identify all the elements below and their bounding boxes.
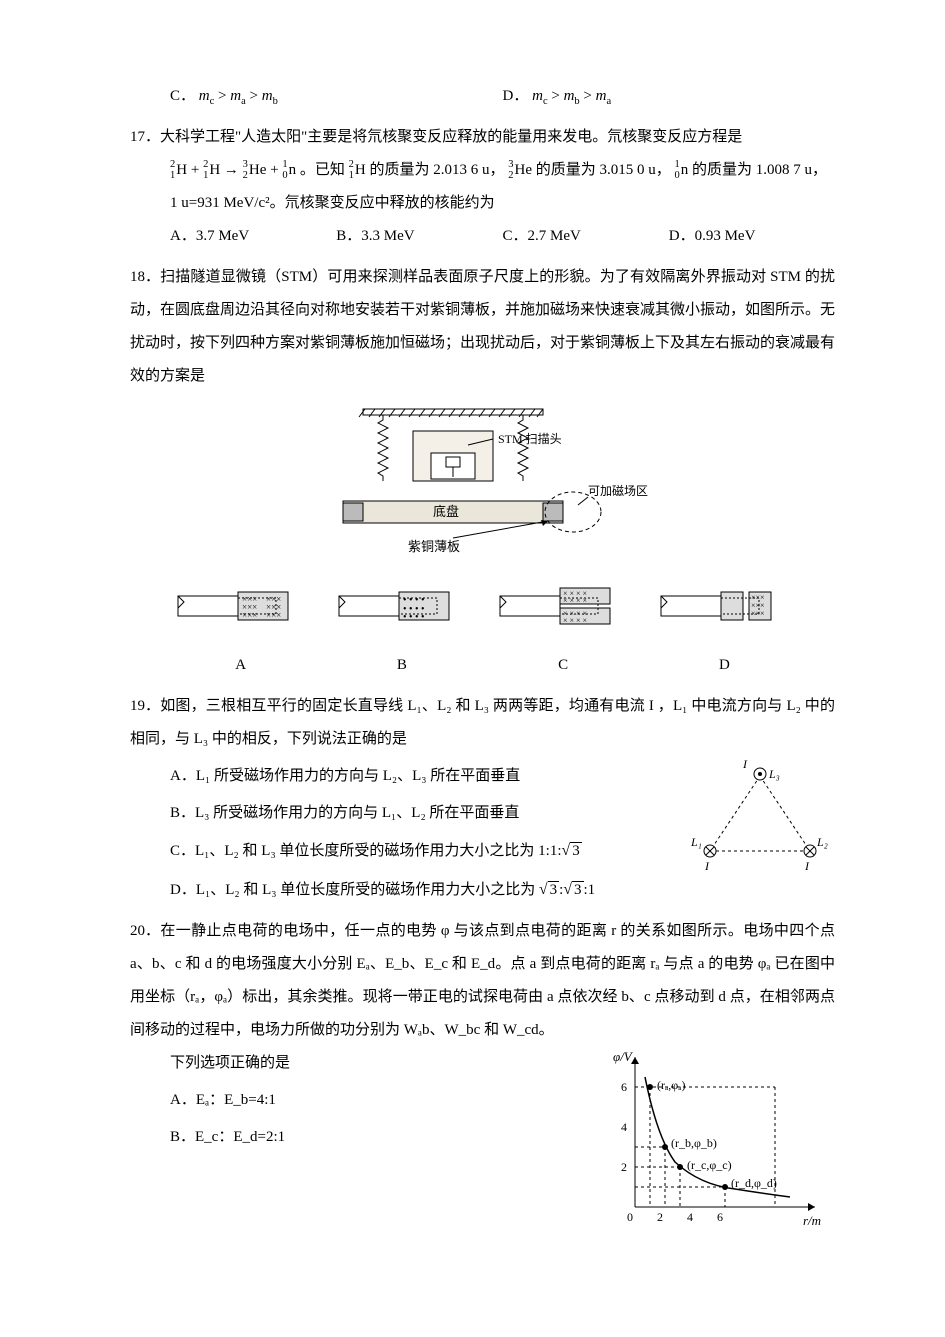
svg-text:2: 2 (657, 1210, 663, 1224)
q16-opt-c: C． mc > ma > mb (170, 80, 503, 113)
svg-text:× × × ×: × × × × (563, 596, 587, 605)
opt-c-label: C (498, 649, 628, 682)
q18-opt-a-fig: ×××××× ×××××× ×××××× A (176, 586, 306, 682)
svg-text:2: 2 (621, 1160, 627, 1174)
q19-text: 如图，三根相互平行的固定长直导线 L₁、L₂ 和 L₃ 两两等距，均通有电流 I… (130, 698, 835, 747)
svg-text:L₁: L₁ (690, 835, 702, 849)
xlabel: r/m (803, 1213, 821, 1228)
svg-text:(r_c,φ_c): (r_c,φ_c) (687, 1158, 732, 1172)
q17-options: A．3.7 MeV B．3.3 MeV C．2.7 MeV D．0.93 MeV (170, 220, 835, 253)
svg-text:L₃: L₃ (768, 767, 780, 781)
q19: 19．如图，三根相互平行的固定长直导线 L₁、L₂ 和 L₃ 两两等距，均通有电… (130, 690, 835, 756)
base-label: 底盘 (433, 504, 459, 519)
q17-opt-a: A．3.7 MeV (170, 220, 336, 253)
q20-chart: φ/V r/m 0 2 4 6 2 4 6 (rₐ,φₐ) (r_b,φ_b) (605, 1047, 835, 1250)
q18-option-diagrams: ×××××× ×××××× ×××××× A • • • • • • • • •… (160, 586, 805, 682)
svg-text:I: I (804, 859, 810, 873)
q17-opt-c: C．2.7 MeV (503, 220, 669, 253)
q16-options-cd: C． mc > ma > mb D． mc > mb > ma (170, 80, 835, 113)
svg-text:×××: ××× (266, 610, 281, 620)
q17-reaction-line: 21H + 21H → 32He + 10n 。已知 21H 的质量为 2.01… (170, 154, 835, 187)
q18-opt-c-fig: × × × ×× × × × × × × ×× × × × C (498, 586, 628, 682)
q17-opt-d: D．0.93 MeV (669, 220, 835, 253)
q20: 20．在一静止点电荷的电场中，任一点的电势 φ 与该点到点电荷的距离 r 的关系… (130, 915, 835, 1047)
mag-zone-label: 可加磁场区 (588, 483, 648, 498)
svg-text:L₂: L₂ (816, 835, 828, 849)
svg-text:× × × ×: × × × × (563, 616, 587, 625)
svg-text:0: 0 (627, 1210, 633, 1224)
q17-opt-b: B．3.3 MeV (336, 220, 502, 253)
opt-d-label: D． (503, 88, 529, 104)
svg-text:(rₐ,φₐ): (rₐ,φₐ) (657, 1078, 685, 1092)
svg-text:(r_b,φ_b): (r_b,φ_b) (671, 1136, 717, 1150)
ylabel: φ/V (613, 1049, 634, 1064)
q19-num: 19． (130, 690, 160, 723)
q20-text: 在一静止点电荷的电场中，任一点的电势 φ 与该点到点电荷的距离 r 的关系如图所… (130, 923, 835, 1038)
svg-text:×××: ××× (242, 610, 257, 620)
q18-text: 扫描隧道显微镜（STM）可用来探测样品表面原子尺度上的形貌。为了有效隔离外界振动… (130, 269, 835, 384)
svg-text:×××: ××× (751, 609, 765, 618)
q17-text-a: 大科学工程"人造太阳"主要是将氘核聚变反应释放的能量用来发电。氘核聚变反应方程是 (160, 129, 742, 145)
opt-c-label: C． (170, 88, 195, 104)
svg-text:I: I (704, 859, 710, 873)
stm-main-svg: STM 扫描头 底盘 可加磁场区 紫铜薄板 (303, 403, 663, 563)
q19-figure: I L₃ L₁ I L₂ I (685, 756, 835, 889)
q18: 18．扫描隧道显微镜（STM）可用来探测样品表面原子尺度上的形貌。为了有效隔离外… (130, 261, 835, 393)
q18-stm-main-diagram: STM 扫描头 底盘 可加磁场区 紫铜薄板 (130, 403, 835, 576)
q17: 17．大科学工程"人造太阳"主要是将氘核聚变反应释放的能量用来发电。氘核聚变反应… (130, 121, 835, 154)
svg-text:4: 4 (687, 1210, 693, 1224)
stm-head-label: STM 扫描头 (498, 432, 562, 446)
svg-text:4: 4 (621, 1120, 627, 1134)
q17-text-c: 1 u=931 MeV/c²。氘核聚变反应中释放的核能约为 (170, 187, 835, 220)
q18-opt-d-fig: ××××××××× D (659, 586, 789, 682)
q20-num: 20． (130, 915, 160, 948)
svg-text:I: I (742, 757, 748, 771)
q17-num: 17． (130, 121, 160, 154)
svg-text:(r_d,φ_d): (r_d,φ_d) (731, 1176, 777, 1190)
opt-b-label: B (337, 649, 467, 682)
q18-opt-b-fig: • • • • • • • • • • • • B (337, 586, 467, 682)
svg-text:6: 6 (621, 1080, 627, 1094)
svg-text:6: 6 (717, 1210, 723, 1224)
opt-d-label: D (659, 649, 789, 682)
q16-opt-d: D． mc > mb > ma (503, 80, 836, 113)
opt-a-label: A (176, 649, 306, 682)
q18-num: 18． (130, 261, 160, 294)
plate-label: 紫铜薄板 (408, 539, 460, 554)
